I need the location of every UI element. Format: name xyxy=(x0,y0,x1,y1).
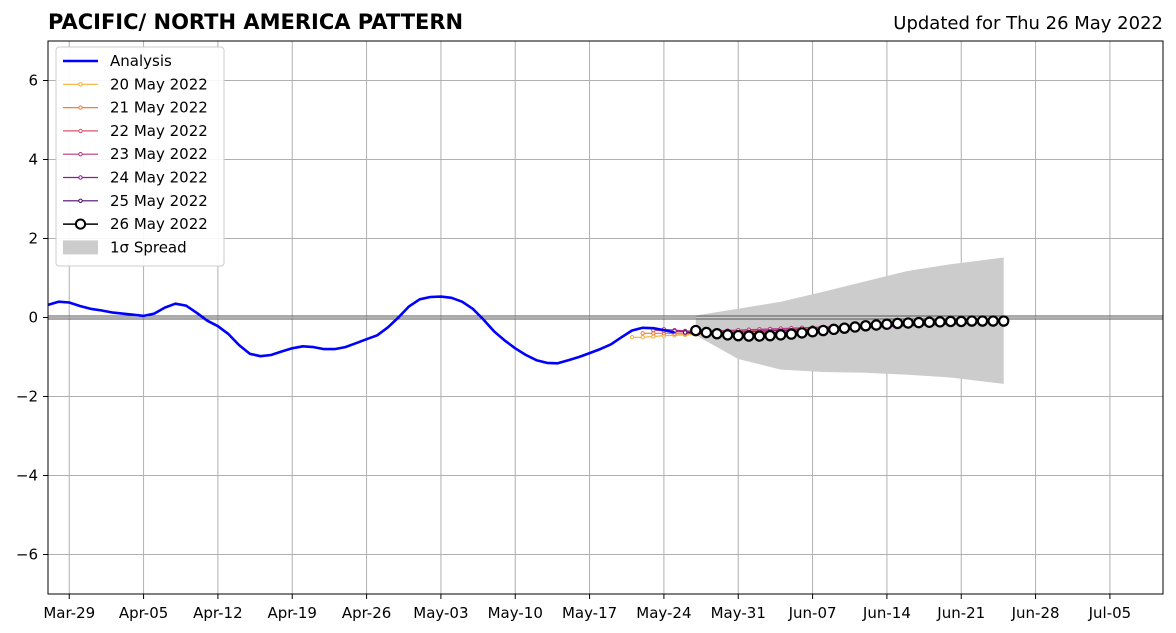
chart-title: PACIFIC/ NORTH AMERICA PATTERN xyxy=(48,10,463,34)
forecast-point xyxy=(817,324,829,337)
spread-band xyxy=(695,257,1004,384)
y-tick-label: 6 xyxy=(28,72,38,90)
y-tick-label: 2 xyxy=(28,230,38,248)
legend-swatch-spread xyxy=(63,240,98,255)
y-tick-label: −6 xyxy=(16,546,38,564)
x-tick-label: Apr-05 xyxy=(119,604,169,622)
forecast-point xyxy=(732,329,744,342)
x-tick-label: Jun-14 xyxy=(862,604,911,622)
legend-label-forecast: 21 May 2022 xyxy=(110,99,208,117)
legend-label-forecast: 22 May 2022 xyxy=(110,122,208,140)
forecast-point xyxy=(849,321,861,333)
forecast-point xyxy=(775,329,787,341)
x-tick-label: May-03 xyxy=(413,604,468,622)
forecast-point xyxy=(764,329,776,342)
legend-marker-forecast xyxy=(78,198,83,204)
forecast-point xyxy=(629,335,635,340)
forecast-point xyxy=(640,331,645,336)
legend-marker-forecast xyxy=(78,105,83,110)
forecast-point xyxy=(700,326,713,339)
x-tick-label: Mar-29 xyxy=(43,604,95,622)
legend-label-forecast: 20 May 2022 xyxy=(110,75,208,93)
legend-marker-forecast xyxy=(74,218,87,230)
forecast-point xyxy=(796,327,808,339)
forecast-point xyxy=(987,315,999,327)
y-tick-label: −2 xyxy=(16,388,38,406)
forecast-point xyxy=(934,316,946,328)
legend-label-spread: 1σ Spread xyxy=(110,238,187,256)
legend-label-forecast: 23 May 2022 xyxy=(110,145,208,163)
forecast-point xyxy=(828,323,840,336)
legend-marker-forecast xyxy=(78,82,83,87)
forecast-point xyxy=(721,329,734,341)
y-axis-ticks: −6 −4 −2 0 2 4 6 xyxy=(16,72,48,564)
x-tick-label: Jun-21 xyxy=(936,604,985,622)
legend-marker-forecast xyxy=(78,175,83,180)
forecast-point xyxy=(743,330,755,342)
forecast-point xyxy=(976,315,989,327)
forecast-point xyxy=(870,319,882,331)
x-tick-label: Apr-12 xyxy=(193,604,243,622)
spread-area xyxy=(695,257,1004,384)
chart-subtitle: Updated for Thu 26 May 2022 xyxy=(893,13,1163,34)
y-tick-label: −4 xyxy=(16,467,38,485)
forecast-point xyxy=(966,315,978,327)
y-tick-label: 0 xyxy=(28,309,38,327)
forecast-point xyxy=(902,317,914,329)
x-tick-label: Apr-19 xyxy=(267,604,317,622)
legend-label-forecast: 24 May 2022 xyxy=(110,169,208,187)
analysis-series xyxy=(47,295,675,365)
forecast-point xyxy=(690,324,702,337)
legend: Analysis 20 May 2022 21 May 2022 22 May 202… xyxy=(55,46,225,267)
x-tick-label: Jun-07 xyxy=(788,604,837,622)
forecast-series xyxy=(629,315,1010,342)
forecast-point xyxy=(913,316,925,329)
x-tick-label: May-24 xyxy=(636,604,691,622)
x-tick-label: Jun-28 xyxy=(1011,604,1060,622)
x-tick-label: May-10 xyxy=(488,604,543,622)
legend-label-forecast: 25 May 2022 xyxy=(110,192,208,210)
x-tick-label: May-17 xyxy=(562,604,617,622)
x-tick-label: May-31 xyxy=(711,604,766,622)
forecast-point xyxy=(923,316,936,328)
forecast-point xyxy=(944,315,957,328)
forecast-point xyxy=(640,335,645,340)
x-tick-label: Jul-05 xyxy=(1088,604,1132,622)
forecast-point xyxy=(682,330,688,335)
forecast-point xyxy=(711,327,723,340)
forecast-point xyxy=(806,326,819,338)
forecast-point xyxy=(859,320,872,332)
x-tick-label: Apr-26 xyxy=(342,604,392,622)
forecast-point xyxy=(753,330,766,342)
legend-box xyxy=(55,46,225,267)
legend-label-analysis: Analysis xyxy=(110,52,172,70)
forecast-point xyxy=(785,328,798,340)
forecast-point xyxy=(998,315,1010,327)
legend-label-forecast: 26 May 2022 xyxy=(110,215,208,233)
x-axis-ticks: Mar-29 Apr-05 Apr-12 Apr-19 Apr-26 May-03 May-… xyxy=(43,594,1131,622)
legend-marker-forecast xyxy=(78,152,83,157)
forecast-point xyxy=(838,322,851,334)
forecast-point xyxy=(891,317,904,330)
forecast-point xyxy=(881,318,893,330)
legend-marker-forecast xyxy=(78,128,83,134)
analysis-line xyxy=(47,295,675,365)
y-tick-label: 4 xyxy=(28,151,38,169)
forecast-point xyxy=(955,315,967,328)
